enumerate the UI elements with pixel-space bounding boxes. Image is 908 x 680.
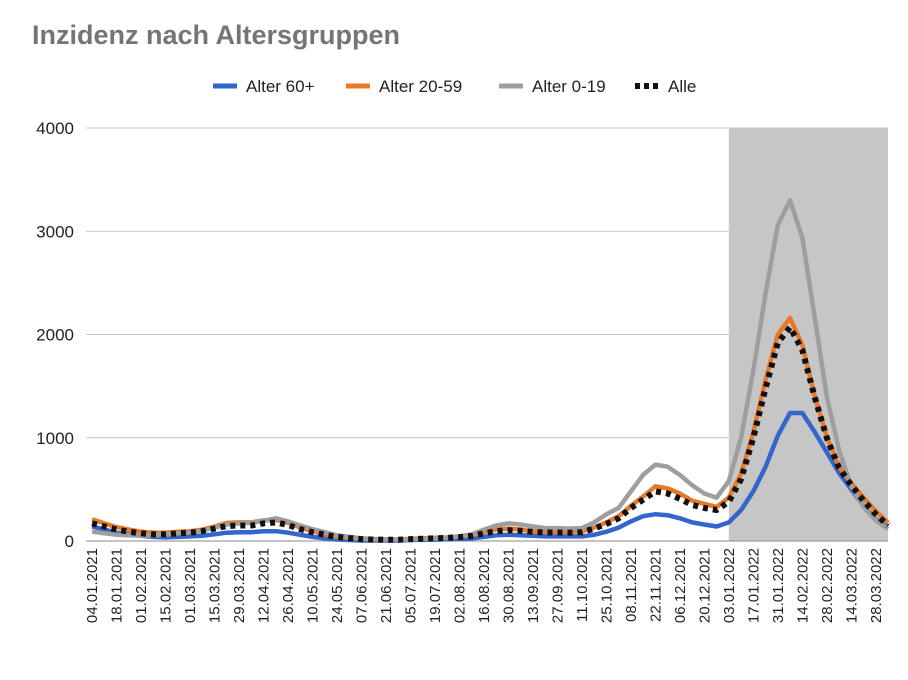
x-tick-label: 14.03.2022 [843, 548, 860, 623]
x-tick-label: 30.08.2021 [500, 548, 517, 623]
x-tick-label: 02.08.2021 [451, 548, 468, 623]
x-tick-label: 18.01.2021 [109, 548, 126, 623]
x-tick-label: 29.03.2021 [231, 548, 248, 623]
legend-label: Alter 0-19 [532, 77, 606, 96]
series-line-alter-60 [91, 410, 890, 543]
x-tick-label: 17.01.2022 [745, 548, 762, 623]
x-tick-label: 31.01.2022 [770, 548, 787, 623]
x-tick-label: 06.12.2021 [672, 548, 689, 623]
gridline-layer [86, 127, 888, 542]
x-tick-label: 21.06.2021 [378, 548, 395, 623]
y-tick-label: 4000 [36, 119, 74, 138]
y-axis-labels: 0 1000 2000 3000 4000 [36, 119, 74, 551]
x-tick-label: 07.06.2021 [353, 548, 370, 623]
x-tick-label: 15.03.2021 [207, 548, 224, 623]
x-tick-label: 05.07.2021 [402, 548, 419, 623]
x-tick-label: 24.05.2021 [329, 548, 346, 623]
legend-label: Alter 20-59 [379, 77, 462, 96]
y-tick-label: 1000 [36, 429, 74, 448]
x-tick-label: 28.03.2022 [868, 548, 885, 623]
x-tick-label: 13.09.2021 [525, 548, 542, 623]
x-tick-label: 28.02.2022 [819, 548, 836, 623]
x-tick-label: 01.02.2021 [133, 548, 150, 623]
x-tick-label: 10.05.2021 [305, 548, 322, 623]
y-tick-label: 2000 [36, 326, 74, 345]
x-tick-label: 03.01.2022 [721, 548, 738, 623]
x-tick-label: 08.11.2021 [623, 548, 640, 622]
x-tick-label: 14.02.2022 [794, 548, 811, 623]
x-tick-label: 15.02.2021 [158, 548, 175, 623]
y-tick-label: 3000 [36, 222, 74, 241]
x-tick-label: 27.09.2021 [549, 548, 566, 623]
x-tick-label: 20.12.2021 [696, 548, 713, 623]
x-tick-label: 01.03.2021 [182, 548, 199, 623]
legend-label: Alter 60+ [246, 77, 315, 96]
x-tick-label: 11.10.2021 [574, 548, 591, 622]
x-tick-label: 16.08.2021 [476, 548, 493, 623]
x-tick-label: 04.01.2021 [84, 548, 101, 623]
legend-label: Alle [668, 77, 696, 96]
x-tick-label: 12.04.2021 [256, 548, 273, 623]
series-line-alle [91, 324, 891, 543]
legend: Alter 60+ Alter 20-59 Alter 0-19 Alle [213, 77, 696, 96]
x-tick-label: 25.10.2021 [598, 548, 615, 623]
x-axis-labels: 04.01.2021 18.01.2021 01.02.2021 15.02.2021… [84, 548, 885, 623]
x-tick-label: 26.04.2021 [280, 548, 297, 623]
y-tick-label: 0 [65, 532, 74, 551]
series-layer [91, 198, 891, 543]
x-tick-label: 22.11.2021 [647, 548, 664, 622]
x-tick-label: 19.07.2021 [427, 548, 444, 623]
chart-title: Inzidenz nach Altersgruppen [32, 20, 401, 50]
